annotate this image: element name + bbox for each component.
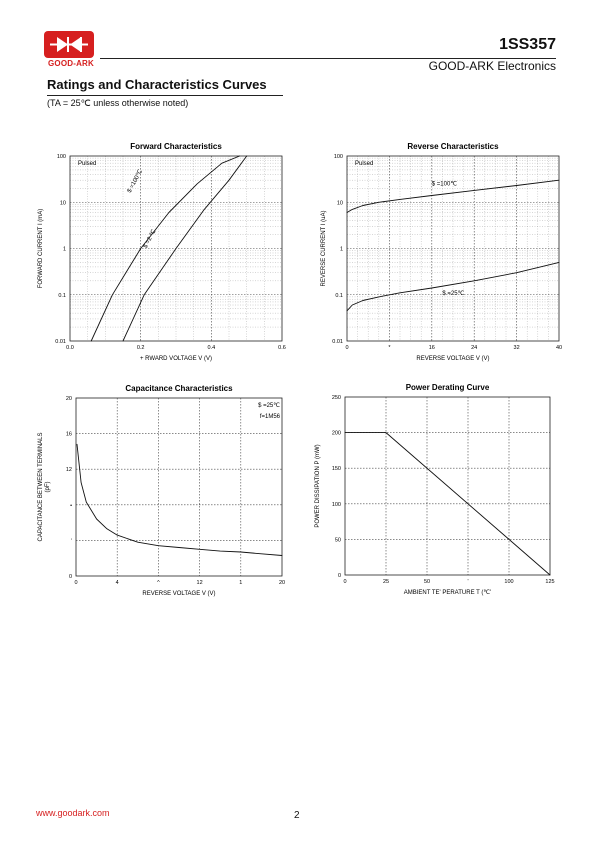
- x-axis-label: AMBIENT TE' PERATURE T (℃': [404, 590, 492, 596]
- x-tick-label: 0: [345, 345, 348, 351]
- x-tick-label: ^: [157, 580, 160, 586]
- chart-annotation: Pulsed: [355, 161, 373, 167]
- y-tick-label: 100: [334, 154, 343, 160]
- x-tick-label: 32: [514, 345, 520, 351]
- section-rule: [47, 95, 283, 96]
- section-note: (TA = 25℃ unless otherwise noted): [47, 98, 189, 108]
- x-tick-label: 0.0: [66, 345, 74, 351]
- x-tick-label: 0.4: [208, 345, 216, 351]
- chart-title: Forward Characteristics: [130, 142, 222, 151]
- y-tick-label: 100: [57, 154, 66, 160]
- x-axis-label: + RWARD VOLTAGE V (V): [140, 356, 212, 362]
- company-logo: [44, 31, 94, 58]
- x-axis-label: REVERSE VOLTAGE V (V): [416, 356, 489, 362]
- y-tick-label: •: [70, 503, 72, 509]
- y-axis-label: REVERSE CURRENT I (uA): [321, 211, 327, 287]
- plot-frame: [69, 155, 283, 342]
- y-tick-label: ': [71, 538, 72, 544]
- x-tick-label: 1: [239, 580, 242, 586]
- x-tick-label: 0.2: [137, 345, 145, 351]
- forward-characteristics-chart: Forward Characteristics 0.0 0.2 0.4 0.6 0.01 0…: [38, 142, 286, 362]
- series-line: [90, 155, 241, 342]
- series-line: [346, 261, 560, 312]
- x-tick-label: 100: [504, 579, 513, 585]
- y-tick-label: 1: [340, 247, 343, 253]
- x-tick-label: 24: [471, 345, 477, 351]
- header-rule: [100, 58, 556, 59]
- y-tick-label: 250: [332, 395, 341, 401]
- part-number: 1SS357: [499, 36, 556, 53]
- chart-annotation: $ =25℃: [258, 403, 280, 409]
- x-tick-label: *: [388, 345, 391, 351]
- series-label: $ =100℃: [432, 182, 458, 188]
- y-tick-label: 0.1: [58, 293, 66, 299]
- x-tick-label: ': [467, 579, 468, 585]
- x-axis-label: REVERSE VOLTAGE V (V): [142, 591, 215, 597]
- series-line: [76, 443, 283, 556]
- series-label: $ =100℃: [127, 169, 144, 194]
- y-tick-label: 100: [332, 502, 341, 508]
- series-line: [344, 432, 551, 576]
- plot-frame: [75, 397, 283, 577]
- x-tick-label: 0: [74, 580, 77, 586]
- y-tick-label: 150: [332, 466, 341, 472]
- logo-text: GOOD-ARK: [47, 59, 95, 68]
- x-tick-label: 125: [545, 579, 554, 585]
- chart-annotation: Pulsed: [78, 161, 96, 167]
- power-derating-chart: Power Derating Curve 0 25 50 ' 100 125 0 50 100 15…: [315, 383, 555, 596]
- y-tick-label: 200: [332, 431, 341, 437]
- y-tick-label: 16: [66, 432, 72, 438]
- x-tick-label: 0: [343, 579, 346, 585]
- y-tick-label: 10: [60, 200, 66, 206]
- series-line: [346, 179, 560, 213]
- reverse-characteristics-chart: Reverse Characteristics 0 * 16 24 32 40 0.01 0.1…: [321, 142, 562, 362]
- x-tick-label: 4: [116, 580, 119, 586]
- plot-frame: [346, 155, 560, 342]
- x-tick-label: 16: [429, 345, 435, 351]
- y-tick-label: 50: [335, 537, 341, 543]
- section-title: Ratings and Characteristics Curves: [47, 77, 267, 92]
- y-tick-label: 0: [69, 574, 72, 580]
- y-tick-label: 0.01: [332, 339, 343, 345]
- y-tick-label: 0.1: [335, 293, 343, 299]
- chart-annotation: f=1M56: [260, 414, 281, 420]
- page-number: 2: [294, 810, 300, 821]
- x-tick-label: 50: [424, 579, 430, 585]
- x-tick-label: 20: [279, 580, 285, 586]
- y-tick-label: 0: [338, 573, 341, 579]
- y-tick-label: 10: [337, 200, 343, 206]
- x-tick-label: 0.6: [278, 345, 286, 351]
- website-link[interactable]: www.goodark.com: [36, 808, 110, 818]
- capacitance-characteristics-chart: Capacitance Characteristics 0 4 ^ 12 1 20 0 ' • 12…: [38, 384, 285, 597]
- series-label: $ =25℃: [442, 291, 464, 297]
- y-axis-label: POWER DISSIPATION P (mW): [315, 444, 321, 527]
- chart-title: Power Derating Curve: [406, 383, 490, 392]
- series-label: $ =2 ℃: [143, 229, 158, 250]
- y-tick-label: 20: [66, 396, 72, 402]
- y-axis-label: FORWARD CURRENT I (mA): [38, 209, 44, 289]
- y-axis-label: CAPACITANCE BETWEEN TERMINALS: [38, 432, 44, 541]
- chart-title: Reverse Characteristics: [407, 142, 499, 151]
- series-line: [122, 155, 248, 342]
- x-tick-label: 25: [383, 579, 389, 585]
- y-axis-unit: (pF): [45, 482, 51, 493]
- x-tick-label: 40: [556, 345, 562, 351]
- y-tick-label: 12: [66, 467, 72, 473]
- x-tick-label: 12: [197, 580, 203, 586]
- chart-title: Capacitance Characteristics: [125, 384, 233, 393]
- company-name: GOOD-ARK Electronics: [428, 59, 556, 73]
- plot-frame: [344, 396, 551, 576]
- y-tick-label: 1: [63, 247, 66, 253]
- y-tick-label: 0.01: [55, 339, 66, 345]
